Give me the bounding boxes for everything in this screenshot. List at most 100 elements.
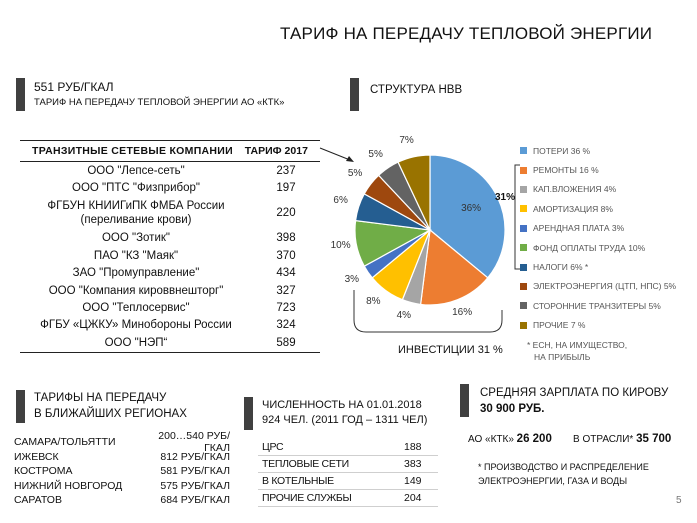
transit-row: ООО "НЭП“ 589	[20, 334, 320, 353]
transit-company: ООО "ПТС "Физприбор"	[72, 182, 200, 195]
region-city: ИЖЕВСК	[14, 450, 59, 463]
legend-item: ФОНД ОПЛАТЫ ТРУДА 10%	[520, 238, 695, 257]
transit-row: ООО "Лепсе-сеть" 237	[20, 162, 320, 179]
salary-heading-1: СРЕДНЯЯ ЗАРПЛАТА ПО КИРОВУ	[480, 387, 669, 399]
legend-label: НАЛОГИ 6% *	[533, 262, 589, 273]
region-row: ИЖЕВСК 812 РУБ/ГКАЛ	[14, 450, 230, 465]
headcount-row: В КОТЕЛЬНЫЕ 149	[258, 473, 438, 490]
legend-label: СТОРОННИЕ ТРАНЗИТЕРЫ 5%	[533, 300, 661, 311]
transit-company: ЗАО "Промуправление"	[72, 267, 200, 280]
legend-swatch	[520, 263, 527, 271]
pie-slice	[397, 154, 431, 231]
headcount-value: 188	[404, 441, 422, 453]
legend-swatch	[520, 166, 527, 174]
pie-slice-label: 3%	[344, 273, 360, 285]
structure-footnote-1: * ЕСН, НА ИМУЩЕСТВО,	[527, 340, 628, 350]
transit-table-header: ТРАНЗИТНЫЕ СЕТЕВЫЕ КОМПАНИИ ТАРИФ 2017	[20, 140, 320, 162]
legend-item: КАП.ВЛОЖЕНИЯ 4%	[520, 180, 695, 199]
transit-col-value: ТАРИФ 2017	[244, 145, 308, 157]
legend-swatch	[520, 185, 527, 193]
legend-swatch	[520, 224, 527, 232]
regions-heading-2: В БЛИЖАЙШИХ РЕГИОНАХ	[34, 408, 187, 420]
pie-slice-label: 4%	[396, 310, 412, 322]
legend-label: КАП.ВЛОЖЕНИЯ 4%	[533, 184, 617, 195]
region-city: КОСТРОМА	[14, 465, 73, 478]
transit-tariff: 723	[276, 302, 296, 315]
regions-heading-1: ТАРИФЫ НА ПЕРЕДАЧУ	[34, 392, 167, 404]
transit-row: ООО "Зотик" 398	[20, 230, 320, 247]
salary-heading-2: 30 900 РУБ.	[480, 403, 545, 415]
investments-bracket	[353, 290, 503, 333]
transit-company: ПАО "КЗ "Маяк"	[93, 249, 179, 262]
legend-swatch	[520, 244, 527, 252]
legend-swatch	[520, 205, 527, 213]
legend-item: ПОТЕРИ 36 %	[520, 141, 695, 160]
headcount-unit: ПРОЧИЕ СЛУЖБЫ	[262, 492, 352, 504]
legend-bracket-label: 31%	[495, 192, 516, 203]
transit-tariff: 327	[276, 284, 296, 297]
transit-row: ФГБУН КНИИГиПК ФМБА России (переливание …	[20, 197, 320, 230]
legend-swatch	[520, 321, 527, 329]
pie-slice-label: 5%	[347, 167, 363, 179]
section-marker	[16, 390, 25, 423]
legend-item: НАЛОГИ 6% *	[520, 257, 695, 276]
headcount-heading-1: ЧИСЛЕННОСТЬ НА 01.01.2018	[262, 399, 422, 411]
region-price: 812 РУБ/ГКАЛ	[160, 450, 230, 463]
transit-tariff: 220	[276, 207, 296, 220]
legend-label: АМОРТИЗАЦИЯ 8%	[533, 203, 613, 214]
arrow-to-chart	[319, 147, 354, 162]
section-marker	[244, 397, 253, 430]
tariff-value: 551 РУБ/ГКАЛ	[34, 80, 114, 94]
salary-footnote-1: * ПРОИЗВОДСТВО И РАСПРЕДЕЛЕНИЕ	[478, 462, 649, 472]
transit-rows: ООО "Лепсе-сеть" 237 ООО "ПТС "Физприбор" 1…	[20, 162, 320, 353]
transit-company: ООО "НЭП“	[104, 336, 168, 349]
section-marker	[350, 78, 359, 111]
region-row: САМАРА/ТОЛЬЯТТИ 200…540 РУБ/ГКАЛ	[14, 430, 230, 454]
section-marker	[460, 384, 469, 417]
salary-industry-label: В ОТРАСЛИ*	[573, 434, 634, 445]
transit-company: ООО "Компания кироввнешторг"	[48, 284, 224, 297]
page-number: 5	[676, 495, 682, 506]
pie-slice	[429, 154, 506, 279]
region-city: НИЖНИЙ НОВГОРОД	[14, 479, 123, 492]
pie-slice-label: 8%	[366, 295, 381, 307]
transit-tariff: 324	[276, 319, 296, 332]
legend-item: АРЕНДНАЯ ПЛАТА 3%	[520, 219, 695, 238]
region-row: КОСТРОМА 581 РУБ/ГКАЛ	[14, 464, 230, 479]
salary-industry: В ОТРАСЛИ* 35 700	[573, 433, 671, 445]
region-city: САМАРА/ТОЛЬЯТТИ	[14, 436, 116, 449]
headcount-row: ТЕПЛОВЫЕ СЕТИ 383	[258, 456, 438, 473]
transit-company: ФГБУН КНИИГиПК ФМБА России (переливание …	[47, 200, 225, 227]
region-row: НИЖНИЙ НОВГОРОД 575 РУБ/ГКАЛ	[14, 479, 230, 494]
legend-item: ПРОЧИЕ 7 %	[520, 316, 695, 335]
transit-tariff: 370	[276, 249, 296, 262]
headcount-value: 149	[404, 475, 422, 487]
investments-label: ИНВЕСТИЦИИ 31 %	[398, 344, 503, 356]
legend-label: АРЕНДНАЯ ПЛАТА 3%	[533, 223, 625, 234]
legend-label: ФОНД ОПЛАТЫ ТРУДА 10%	[533, 242, 646, 253]
headcount-unit: В КОТЕЛЬНЫЕ	[262, 475, 334, 487]
region-price: 684 РУБ/ГКАЛ	[160, 494, 230, 507]
headcount-heading-2: 924 ЧЕЛ. (2011 ГОД – 1311 ЧЕЛ)	[262, 414, 428, 426]
transit-company: ООО "Зотик"	[101, 232, 170, 245]
transit-table: ТРАНЗИТНЫЕ СЕТЕВЫЕ КОМПАНИИ ТАРИФ 2017 О…	[20, 140, 320, 353]
region-price: 575 РУБ/ГКАЛ	[160, 479, 230, 492]
pie-slice-label: 10%	[330, 239, 351, 251]
legend-item: АМОРТИЗАЦИЯ 8%	[520, 199, 695, 218]
structure-footnote-2: НА ПРИБЫЛЬ	[534, 352, 591, 362]
tariff-caption: ТАРИФ НА ПЕРЕДАЧУ ТЕПЛОВОЙ ЭНЕРГИИ АО «К…	[34, 97, 285, 108]
legend-swatch	[520, 147, 527, 155]
transit-row: ФГБУ «ЦЖКУ» Минобороны России 324	[20, 317, 320, 334]
chart-legend: ПОТЕРИ 36 % РЕМОНТЫ 16 % КАП.ВЛОЖЕНИЯ 4% АМ…	[520, 141, 695, 335]
pie-slice-label: 36%	[461, 203, 482, 215]
transit-company: ООО "Теплосервис"	[82, 302, 190, 315]
transit-tariff: 398	[276, 232, 296, 245]
legend-item: РЕМОНТЫ 16 %	[520, 160, 695, 179]
nvv-pie-chart	[354, 154, 506, 306]
pie-slice-label: 7%	[399, 135, 414, 147]
pie-slice-label: 6%	[333, 195, 348, 207]
pie-slice	[419, 228, 489, 306]
slide-title: ТАРИФ НА ПЕРЕДАЧУ ТЕПЛОВОЙ ЭНЕРГИИ	[280, 24, 653, 43]
legend-item: ЭЛЕКТРОЭНЕРГИЯ (ЦТП, НПС) 5%	[520, 277, 695, 296]
pie-slice-label: 16%	[452, 306, 473, 318]
